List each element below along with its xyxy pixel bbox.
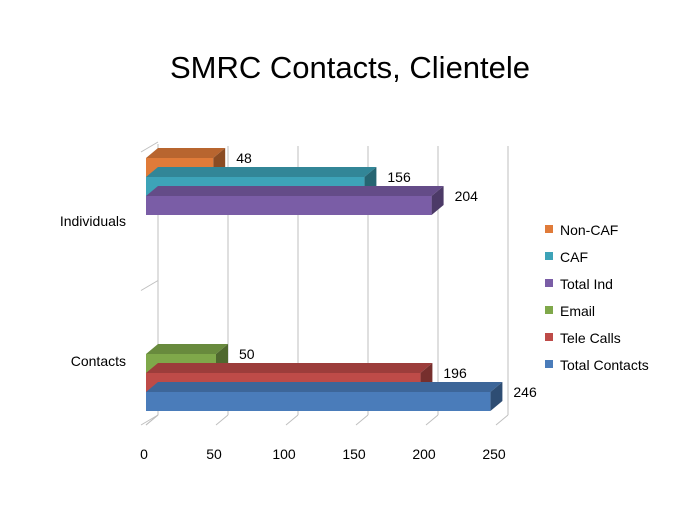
y-axis-tick-2 xyxy=(140,414,159,426)
data-label-tele-calls: 196 xyxy=(443,365,467,381)
y-tick-label-contacts: Contacts xyxy=(71,353,126,369)
data-labels: 48 156 204 50 196 246 xyxy=(236,150,537,400)
data-label-caf: 156 xyxy=(387,169,411,185)
legend-swatch-total-ind xyxy=(545,279,553,287)
y-axis-tick-1 xyxy=(140,280,159,291)
x-tick-label-0: 0 xyxy=(140,446,148,462)
data-label-total-ind: 204 xyxy=(455,188,479,204)
legend-label-email: Email xyxy=(560,303,595,319)
legend-swatch-caf xyxy=(545,252,553,260)
bar-top-tele-calls xyxy=(146,363,433,373)
floor-gridline-50 xyxy=(215,414,229,426)
x-tick-label-150: 150 xyxy=(342,446,366,462)
y-axis-tick-0 xyxy=(140,141,159,153)
bar-top-caf xyxy=(146,167,377,177)
legend-swatch-tele-calls xyxy=(545,333,553,341)
x-tick-label-250: 250 xyxy=(482,446,506,462)
bars xyxy=(146,148,503,411)
bar-top-non-caf xyxy=(146,148,226,158)
legend-label-total-contacts: Total Contacts xyxy=(560,357,649,373)
x-tick-label-100: 100 xyxy=(272,446,296,462)
bar-top-email xyxy=(146,344,228,354)
bar-top-total-contacts xyxy=(146,382,503,392)
x-tick-label-200: 200 xyxy=(412,446,436,462)
floor-gridline-150 xyxy=(355,414,369,426)
bar-top-total-ind xyxy=(146,186,444,196)
legend-label-non-caf: Non-CAF xyxy=(560,222,618,238)
data-label-total-contacts: 246 xyxy=(513,384,537,400)
floor-gridline-100 xyxy=(285,414,299,426)
bar-side-total-contacts xyxy=(490,382,503,411)
bar-side-total-ind xyxy=(431,186,444,215)
bar-total-contacts xyxy=(146,392,491,411)
data-label-non-caf: 48 xyxy=(236,150,252,166)
bar-total-ind xyxy=(146,196,432,215)
legend-label-total-ind: Total Ind xyxy=(560,276,613,292)
legend-label-caf: CAF xyxy=(560,249,588,265)
y-tick-label-individuals: Individuals xyxy=(60,213,126,229)
legend-swatch-total-contacts xyxy=(545,360,553,368)
data-label-email: 50 xyxy=(239,346,255,362)
x-tick-label-50: 50 xyxy=(206,446,222,462)
floor-gridline-250 xyxy=(495,414,509,426)
legend-swatch-email xyxy=(545,306,553,314)
axes: Individuals Contacts 0 50 100 150 200 250 xyxy=(60,213,506,462)
legend-label-tele-calls: Tele Calls xyxy=(560,330,621,346)
legend-swatch-non-caf xyxy=(545,225,553,233)
chart-title: SMRC Contacts, Clientele xyxy=(170,50,530,85)
legend: Non-CAF CAF Total Ind Email Tele Calls Total … xyxy=(545,222,649,373)
floor-gridline-200 xyxy=(425,414,439,426)
